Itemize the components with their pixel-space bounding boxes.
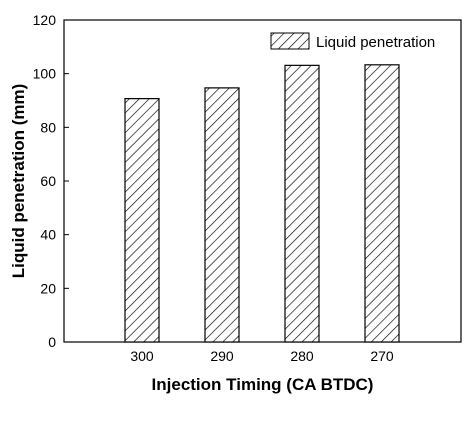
legend-swatch [270, 32, 310, 50]
legend-label: Liquid penetration [316, 34, 435, 51]
bar [204, 87, 240, 343]
bar [364, 64, 400, 343]
y-tick-label: 80 [40, 119, 56, 135]
x-tick-label: 300 [130, 348, 154, 364]
y-tick-label: 40 [40, 227, 56, 243]
x-tick-label: 280 [290, 348, 314, 364]
bar [124, 98, 160, 343]
legend: Liquid penetration [270, 32, 435, 51]
y-tick-label: 120 [33, 12, 57, 28]
x-tick-label: 270 [370, 348, 394, 364]
plot-frame [63, 19, 462, 343]
y-tick-label: 20 [40, 280, 56, 296]
y-tick-label: 60 [40, 173, 56, 189]
y-tick-label: 100 [33, 66, 57, 82]
y-axis-title: Liquid penetration (mm) [9, 84, 28, 279]
x-axis-title: Injection Timing (CA BTDC) [152, 375, 374, 394]
x-axis: 300 290 280 270 [130, 337, 394, 364]
x-tick-label: 290 [210, 348, 234, 364]
y-axis: 0 20 40 60 80 100 120 [33, 12, 69, 350]
y-tick-label: 0 [48, 334, 56, 350]
bar [284, 64, 320, 343]
bar-series [124, 64, 400, 343]
